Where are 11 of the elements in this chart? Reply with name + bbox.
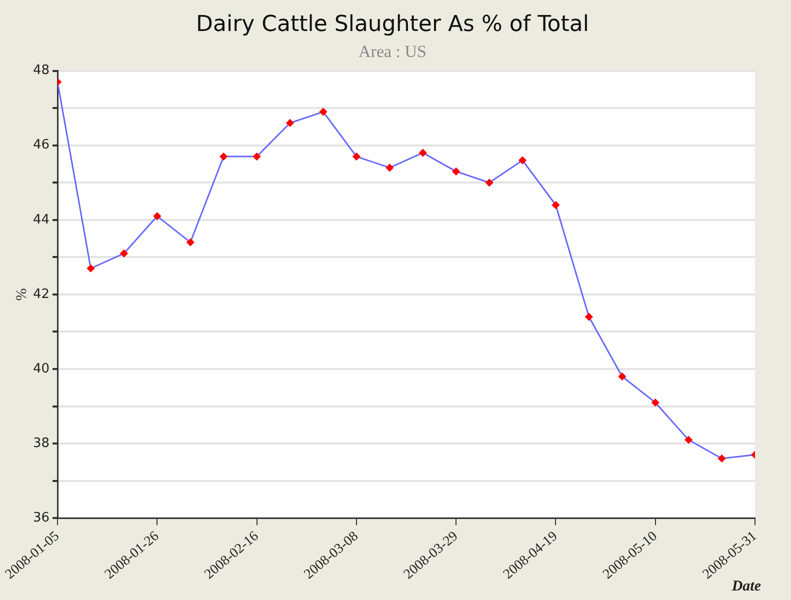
x-axis-title: Date xyxy=(730,578,762,594)
y-tick-label: 40 xyxy=(32,361,50,376)
y-tick-label: 46 xyxy=(32,138,50,153)
y-tick-label: 44 xyxy=(32,212,50,228)
chart-subtitle: Area : US xyxy=(358,42,426,62)
y-tick-label: 48 xyxy=(32,63,50,78)
chart-title: Dairy Cattle Slaughter As % of Total xyxy=(196,12,589,37)
y-axis-title: % xyxy=(14,288,30,301)
y-tick-label: 38 xyxy=(32,436,50,451)
y-tick-label: 36 xyxy=(32,510,50,526)
y-tick-label: 42 xyxy=(32,286,50,302)
